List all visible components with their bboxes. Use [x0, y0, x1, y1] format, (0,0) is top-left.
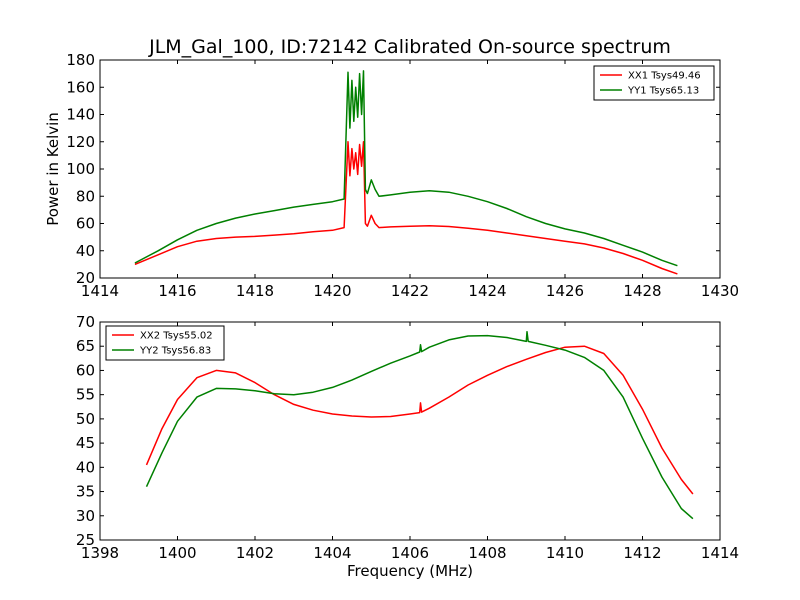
legend-label: YY2 Tsys56.83	[139, 346, 211, 357]
y-tick-label: 60	[76, 361, 95, 379]
y-tick-label: 45	[76, 434, 95, 452]
x-tick-label: 1430	[701, 282, 739, 300]
series-line-xx	[145, 345, 694, 495]
top-spectrum-panel: 1414 1416 1418 1420 1422 1424 1426 1428 1430 20 40…	[66, 51, 739, 300]
legend-box	[105, 325, 225, 361]
x-tick-label: 1426	[546, 282, 584, 300]
y-tick-label: 160	[66, 78, 95, 96]
x-tick-label: 1414	[701, 544, 739, 562]
x-tick-label: 1408	[468, 544, 506, 562]
y-tick-label: 55	[76, 386, 95, 404]
y-tick-label: 20	[76, 269, 95, 287]
legend-box	[593, 65, 715, 101]
y-tick-label: 70	[76, 313, 95, 331]
series-line-xx	[134, 141, 678, 275]
series-line-yy	[134, 70, 678, 267]
x-tick-label: 1400	[158, 544, 196, 562]
x-tick-label: 1428	[623, 282, 661, 300]
y-tick-label: 100	[66, 160, 95, 178]
y-tick-label: 120	[66, 133, 95, 151]
x-tick-label: 1404	[313, 544, 351, 562]
x-tick-label: 1420	[313, 282, 351, 300]
x-tick-label: 1410	[546, 544, 584, 562]
y-tick-label: 50	[76, 410, 95, 428]
x-axis-label: Frequency (MHz)	[347, 562, 473, 580]
legend-label: XX2 Tsys55.02	[140, 331, 213, 342]
x-tick-label: 1406	[391, 544, 429, 562]
bottom-spectrum-panel: 1398 1400 1402 1404 1406 1408 1410 1412 1414 25 30…	[76, 313, 739, 562]
x-tick-label: 1402	[236, 544, 274, 562]
y-tick-label: 140	[66, 106, 95, 124]
legend-label: XX1 Tsys49.46	[628, 71, 701, 82]
y-tick-label: 25	[76, 531, 95, 549]
x-tick-label: 1422	[391, 282, 429, 300]
y-tick-label: 180	[66, 51, 95, 69]
y-tick-label: 80	[76, 187, 95, 205]
x-tick-label: 1412	[623, 544, 661, 562]
x-tick-label: 1414	[81, 282, 119, 300]
y-tick-label: 65	[76, 337, 95, 355]
y-tick-label: 35	[76, 483, 95, 501]
y-tick-label: 40	[76, 458, 95, 476]
y-tick-label: 40	[76, 242, 95, 260]
x-tick-label: 1416	[158, 282, 196, 300]
legend-label: YY1 Tsys65.13	[627, 86, 699, 97]
x-tick-label: 1418	[236, 282, 274, 300]
series-line-yy	[145, 330, 694, 520]
x-tick-label: 1424	[468, 282, 506, 300]
y-axis-label: Power in Kelvin	[44, 112, 62, 226]
legend: XX2 Tsys55.02 YY2 Tsys56.83	[105, 325, 225, 361]
legend: XX1 Tsys49.46 YY1 Tsys65.13	[593, 65, 715, 101]
y-tick-label: 60	[76, 215, 95, 233]
chart-title: JLM_Gal_100, ID:72142 Calibrated On-sour…	[148, 36, 671, 58]
y-tick-label: 30	[76, 507, 95, 525]
x-tick-label: 1398	[81, 544, 119, 562]
